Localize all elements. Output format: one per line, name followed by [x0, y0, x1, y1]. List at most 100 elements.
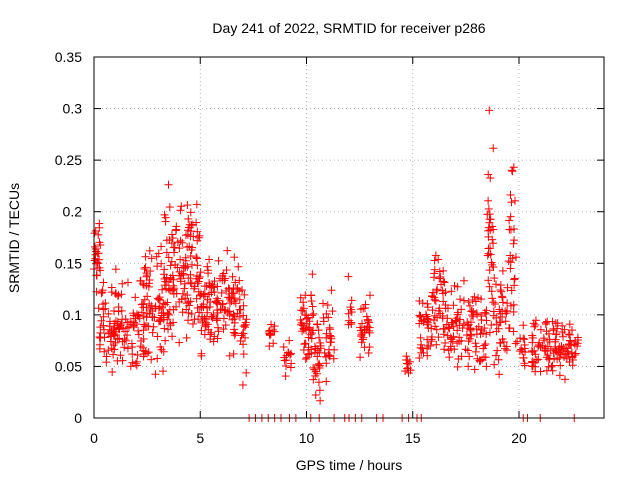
data-point — [544, 362, 553, 371]
data-point — [108, 367, 117, 376]
data-point — [265, 342, 274, 351]
y-tick-label: 0.05 — [55, 358, 82, 374]
data-point — [193, 236, 202, 245]
data-point — [235, 295, 244, 304]
data-point — [464, 297, 473, 306]
data-point — [239, 329, 248, 338]
data-point — [435, 274, 444, 283]
data-point — [493, 346, 502, 355]
data-point — [241, 333, 250, 342]
data-point — [281, 361, 290, 370]
data-point — [111, 265, 120, 274]
data-point — [98, 288, 107, 297]
data-point — [543, 351, 552, 360]
data-point — [464, 362, 473, 371]
data-point — [240, 290, 249, 299]
data-point — [558, 328, 567, 337]
data-point — [507, 198, 516, 207]
data-point — [155, 316, 164, 325]
data-point — [504, 257, 513, 266]
x-tick-label: 5 — [196, 430, 204, 446]
data-point — [457, 336, 466, 345]
data-point — [225, 351, 234, 360]
data-point — [155, 296, 164, 305]
data-point — [505, 216, 514, 225]
data-point — [402, 352, 411, 361]
data-point — [415, 354, 424, 363]
data-point — [365, 291, 374, 300]
data-point — [431, 251, 440, 260]
data-point — [309, 375, 318, 384]
data-point — [214, 296, 223, 305]
data-point — [186, 232, 195, 241]
data-point — [544, 355, 553, 364]
data-point — [450, 281, 459, 290]
data-point — [287, 349, 296, 358]
data-point — [164, 180, 173, 189]
data-point — [225, 299, 234, 308]
data-point — [161, 336, 170, 345]
data-point — [453, 282, 462, 291]
data-point — [93, 258, 102, 267]
data-point — [239, 350, 248, 359]
data-point — [107, 288, 116, 297]
data-point — [319, 313, 328, 322]
data-point — [91, 244, 100, 253]
data-point — [95, 238, 104, 247]
data-point — [113, 335, 122, 344]
data-point — [464, 337, 473, 346]
data-point — [141, 263, 150, 272]
data-point — [239, 340, 248, 349]
data-point — [111, 327, 120, 336]
data-point — [239, 322, 248, 331]
data-point — [118, 315, 127, 324]
data-point — [192, 200, 201, 209]
data-point — [488, 222, 497, 231]
data-point — [539, 334, 548, 343]
data-point — [117, 306, 126, 315]
data-point — [231, 329, 240, 338]
y-tick-label: 0.25 — [55, 152, 82, 168]
data-point — [164, 310, 173, 319]
data-point — [419, 348, 428, 357]
data-point — [126, 362, 135, 371]
data-point — [364, 348, 373, 357]
data-points — [90, 106, 582, 422]
data-point — [472, 309, 481, 318]
data-point — [139, 343, 148, 352]
data-point — [536, 325, 545, 334]
data-point — [193, 261, 202, 270]
data-point — [140, 264, 149, 273]
data-point — [100, 347, 109, 356]
data-point — [304, 313, 313, 322]
data-point — [420, 315, 429, 324]
data-point — [146, 267, 155, 276]
data-point — [356, 305, 365, 314]
data-point — [205, 255, 214, 264]
data-point — [95, 344, 104, 353]
data-point — [527, 346, 536, 355]
data-point — [461, 345, 470, 354]
data-point — [182, 299, 191, 308]
data-point — [449, 322, 458, 331]
data-point — [431, 322, 440, 331]
data-point — [465, 301, 474, 310]
data-point — [322, 309, 331, 318]
data-point — [510, 196, 519, 205]
data-point — [134, 326, 143, 335]
data-point — [172, 302, 181, 311]
data-point — [99, 305, 108, 314]
data-point — [459, 296, 468, 305]
data-point — [153, 354, 162, 363]
data-point — [196, 268, 205, 277]
data-point — [205, 290, 214, 299]
data-point — [182, 333, 191, 342]
data-point — [285, 336, 294, 345]
data-point — [100, 333, 109, 342]
data-point — [109, 350, 118, 359]
data-point — [187, 246, 196, 255]
data-point — [322, 352, 331, 361]
data-point — [484, 196, 493, 205]
data-point — [310, 365, 319, 374]
data-point — [555, 371, 564, 380]
